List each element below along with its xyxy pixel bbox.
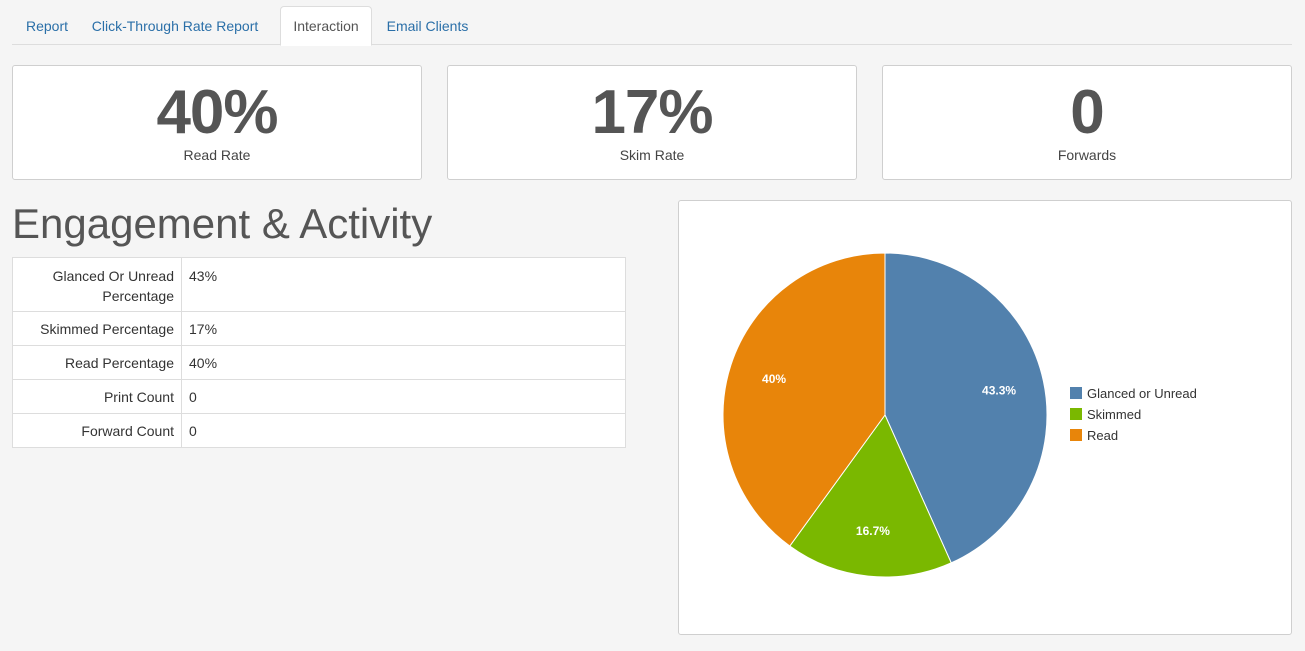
legend-item[interactable]: Skimmed [1070, 407, 1141, 422]
legend-label: Read [1087, 428, 1118, 443]
read-rate-card: 40% Read Rate [12, 65, 422, 180]
legend-swatch [1070, 387, 1082, 399]
legend-item[interactable]: Read [1070, 428, 1118, 443]
forwards-card: 0 Forwards [882, 65, 1292, 180]
skim-rate-value: 17% [591, 78, 713, 147]
row-label: Skimmed Percentage [12, 311, 182, 346]
pie-slice-label: 16.7% [856, 524, 890, 538]
pie-slice-read[interactable] [722, 252, 886, 547]
forwards-label: Forwards [1057, 147, 1117, 163]
legend-swatch [1070, 408, 1082, 420]
skim-rate-label: Skim Rate [619, 147, 685, 163]
legend-swatch [1070, 429, 1082, 441]
row-label: Forward Count [12, 413, 182, 448]
legend-label: Glanced or Unread [1087, 386, 1197, 401]
engagement-table: Glanced Or Unread Percentage 43% Skimmed… [12, 257, 626, 448]
table-row: Skimmed Percentage 17% [12, 311, 626, 346]
forwards-value: 0 [1070, 78, 1104, 147]
pie-slice-label: 40% [762, 372, 786, 386]
skim-rate-card: 17% Skim Rate [447, 65, 857, 180]
read-rate-value: 40% [156, 78, 278, 147]
table-row: Read Percentage 40% [12, 345, 626, 380]
row-label: Print Count [12, 379, 182, 414]
pie-slice-glanced-or-unread[interactable] [884, 252, 1048, 564]
row-value: 0 [181, 379, 626, 414]
legend-label: Skimmed [1087, 407, 1141, 422]
read-rate-label: Read Rate [183, 147, 251, 163]
row-value: 0 [181, 413, 626, 448]
pie-slice-skimmed[interactable] [789, 414, 952, 578]
pie-chart-panel: 43.3% 16.7% 40% Glanced or Unread Skimmed Rea… [678, 200, 1292, 635]
tab-report[interactable]: Report [25, 18, 69, 34]
row-label: Read Percentage [12, 345, 182, 380]
row-label: Glanced Or Unread Percentage [12, 257, 182, 312]
row-value: 17% [181, 311, 626, 346]
table-row: Forward Count 0 [12, 413, 626, 448]
table-row: Print Count 0 [12, 379, 626, 414]
tab-interaction[interactable]: Interaction [280, 6, 372, 46]
tab-click-through-rate-report[interactable]: Click-Through Rate Report [91, 18, 259, 34]
pie-chart: 43.3% 16.7% 40% Glanced or Unread Skimmed Rea… [722, 252, 1197, 578]
legend-item[interactable]: Glanced or Unread [1070, 386, 1197, 401]
row-value: 40% [181, 345, 626, 380]
section-title: Engagement & Activity [12, 200, 433, 247]
tab-bar: Report Click-Through Rate Report Interac… [12, 6, 1292, 46]
row-value: 43% [181, 257, 626, 312]
table-row: Glanced Or Unread Percentage 43% [12, 257, 626, 312]
pie-slice-label: 43.3% [982, 384, 1016, 398]
tab-email-clients[interactable]: Email Clients [386, 18, 469, 34]
